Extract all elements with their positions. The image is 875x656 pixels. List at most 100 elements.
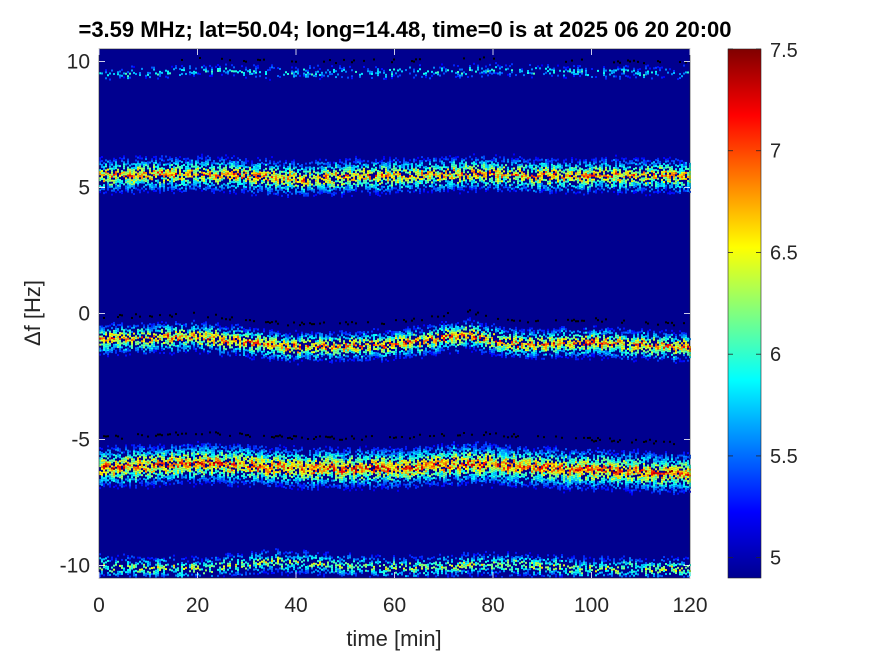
heat-cell <box>191 187 193 190</box>
heat-cell <box>477 66 479 69</box>
heat-cell <box>245 158 247 161</box>
heat-cell <box>423 176 425 179</box>
heat-cell <box>635 159 637 162</box>
heat-cell <box>257 64 259 67</box>
heat-cell <box>145 76 147 79</box>
heat-cell <box>119 191 121 194</box>
heat-cell <box>119 323 121 326</box>
heat-cell <box>415 165 417 168</box>
heat-cell <box>609 177 611 180</box>
heat-cell <box>183 183 185 186</box>
heat-cell <box>447 184 449 187</box>
heat-cell <box>285 355 287 358</box>
heat-cell <box>517 160 519 163</box>
heat-cell <box>509 178 511 181</box>
heat-cell <box>137 324 139 327</box>
heat-cell <box>635 185 637 188</box>
heat-cell <box>637 181 639 184</box>
heat-cell <box>185 157 187 160</box>
heat-cell <box>147 181 149 184</box>
heat-cell <box>251 160 253 163</box>
heat-cell <box>199 182 201 185</box>
heat-cell <box>131 65 133 68</box>
heat-cell <box>213 187 215 190</box>
heat-cell <box>247 333 249 336</box>
heat-cell <box>631 190 633 193</box>
heat-cell <box>201 323 203 326</box>
heat-cell <box>309 356 311 359</box>
heat-cell <box>501 160 503 163</box>
heat-cell <box>321 347 323 350</box>
heat-cell <box>319 340 321 343</box>
heat-cell <box>429 185 431 188</box>
heat-cell <box>675 168 677 171</box>
heat-cell <box>325 172 327 175</box>
heat-cell <box>299 344 301 347</box>
heat-cell <box>633 69 635 72</box>
heat-cell <box>539 175 541 178</box>
heat-cell <box>297 333 299 336</box>
heat-cell <box>167 342 169 345</box>
heat-cell <box>153 170 155 173</box>
heat-cell <box>133 170 135 173</box>
heat-cell <box>177 184 179 187</box>
heat-cell <box>109 334 111 337</box>
heat-cell <box>209 330 211 333</box>
heat-cell <box>445 178 447 181</box>
heat-cell <box>285 179 287 182</box>
heat-cell <box>497 188 499 191</box>
heat-cell <box>293 181 295 184</box>
heat-cell <box>131 167 133 170</box>
heat-cell <box>591 184 593 187</box>
heat-cell <box>501 168 503 171</box>
heat-cell <box>137 332 139 335</box>
heat-cell <box>161 336 163 339</box>
heat-cell <box>273 357 275 360</box>
heat-cell <box>627 59 629 62</box>
heat-cell <box>373 170 375 173</box>
heat-cell <box>445 68 447 71</box>
heat-cell <box>171 337 173 340</box>
heat-cell <box>161 177 163 180</box>
heat-cell <box>465 165 467 168</box>
heat-cell <box>321 191 323 194</box>
heat-cell <box>435 163 437 166</box>
heat-cell <box>275 172 277 175</box>
heat-cell <box>307 188 309 191</box>
heat-cell <box>391 174 393 177</box>
heat-cell <box>189 333 191 336</box>
heat-cell <box>383 163 385 166</box>
heat-cell <box>153 327 155 330</box>
heat-cell <box>293 179 295 182</box>
heat-cell <box>297 184 299 187</box>
heat-cell <box>665 68 667 71</box>
heat-cell <box>449 183 451 186</box>
heat-cell <box>219 347 221 350</box>
heat-cell <box>355 169 357 172</box>
heat-cell <box>205 321 207 324</box>
heat-cell <box>243 350 245 353</box>
heat-cell <box>157 339 159 342</box>
heat-cell <box>489 178 491 181</box>
heat-cell <box>643 62 645 65</box>
heat-cell <box>475 189 477 192</box>
heat-cell <box>587 192 589 195</box>
heat-cell <box>139 191 141 194</box>
heat-cell <box>183 179 185 182</box>
heat-cell <box>133 192 135 195</box>
heat-cell <box>161 71 163 74</box>
heat-cell <box>135 177 137 180</box>
heat-cell <box>341 183 343 186</box>
heat-cell <box>429 175 431 178</box>
heat-cell <box>577 185 579 188</box>
heat-cell <box>193 165 195 168</box>
heat-cell <box>519 188 521 191</box>
heat-cell <box>111 341 113 344</box>
heat-cell <box>183 169 185 172</box>
heat-cell <box>285 349 287 352</box>
heat-cell <box>607 186 609 189</box>
heat-cell <box>369 171 371 174</box>
heat-cell <box>237 185 239 188</box>
heat-cell <box>629 60 631 63</box>
heat-cell <box>375 176 377 179</box>
